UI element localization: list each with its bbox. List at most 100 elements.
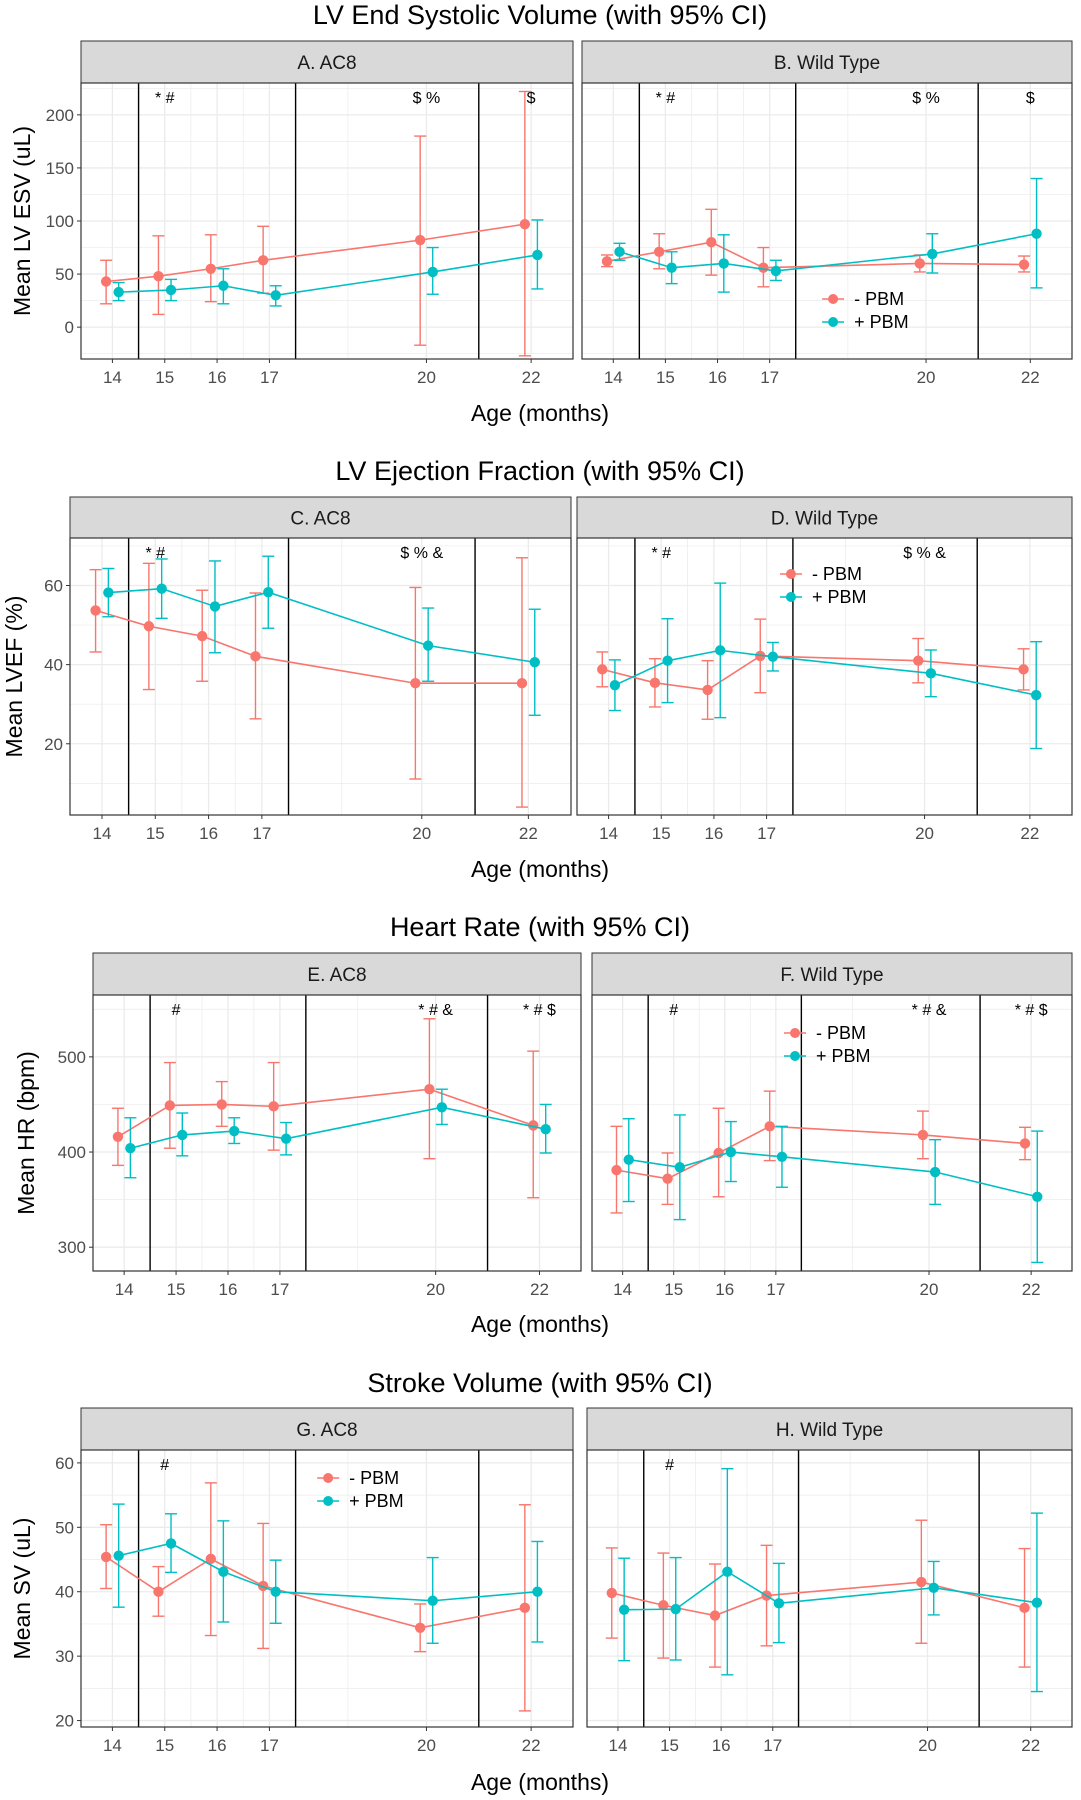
significance-annotation: #	[669, 1002, 678, 1019]
significance-annotation: $	[1026, 90, 1035, 107]
x-tick-label: 15	[660, 1736, 679, 1755]
y-tick-label: 50	[55, 265, 74, 284]
series-plus-pbm	[112, 1503, 544, 1644]
x-tick-label: 15	[155, 1736, 174, 1755]
x-tick-label: 16	[704, 824, 723, 843]
x-tick-label: 15	[155, 368, 174, 387]
y-axis-label: Mean LVEF (%)	[1, 596, 27, 758]
data-point	[1018, 259, 1030, 270]
x-tick-label: 15	[146, 824, 165, 843]
data-point	[718, 258, 729, 269]
data-point	[153, 271, 164, 282]
legend-key-point	[790, 1028, 800, 1038]
series-plus-pbm	[622, 1114, 1044, 1264]
series-minus-pbm	[610, 1090, 1032, 1214]
data-point	[706, 237, 717, 248]
series-line	[130, 1106, 546, 1150]
data-point	[1030, 689, 1042, 701]
data-point	[715, 645, 726, 656]
legend-label: + PBM	[349, 1491, 404, 1511]
x-tick-label: 20	[918, 1736, 937, 1755]
data-point	[709, 1610, 721, 1621]
plot-area	[93, 995, 581, 1271]
y-tick-label: 400	[58, 1143, 86, 1162]
series-plus-pbm	[112, 219, 544, 307]
data-point	[1031, 1597, 1043, 1608]
data-point	[519, 218, 531, 230]
series-minus-pbm	[89, 557, 528, 808]
series-line	[95, 609, 522, 685]
significance-annotation: * #	[145, 545, 165, 562]
series-line	[118, 1542, 538, 1602]
panel-strip	[591, 952, 1073, 996]
data-point	[90, 605, 101, 616]
x-tick-label: 14	[103, 368, 122, 387]
data-point	[100, 1551, 112, 1563]
data-point	[410, 678, 421, 689]
y-tick-label: 0	[65, 318, 74, 337]
significance-annotation: $ % &	[400, 545, 443, 562]
data-point	[925, 668, 937, 679]
x-tick-label: 15	[664, 1280, 683, 1299]
data-point	[927, 248, 938, 260]
data-point	[113, 286, 124, 298]
series-line	[106, 223, 525, 283]
legend-key-point	[785, 592, 796, 602]
y-tick-label: 20	[44, 735, 63, 754]
data-point	[257, 255, 269, 266]
chart-1: LV End Systolic Volume (with 95% CI) Mean…	[9, 0, 1073, 426]
series-line	[118, 254, 538, 297]
data-point	[250, 651, 261, 662]
series-minus-pbm	[596, 618, 1030, 720]
x-tick-label: 15	[652, 824, 671, 843]
series-plus-pbm	[102, 555, 541, 716]
series-line	[117, 1088, 534, 1138]
legend-key-point	[323, 1473, 334, 1483]
data-point	[516, 678, 528, 689]
data-point	[209, 601, 221, 612]
x-tick-label: 17	[757, 824, 776, 843]
x-tick-label: 16	[715, 1280, 734, 1299]
data-point	[670, 1603, 681, 1615]
data-point	[125, 1143, 136, 1154]
x-tick-label: 22	[522, 368, 541, 387]
chart-title: Heart Rate (with 95% CI)	[390, 912, 690, 942]
x-tick-label: 22	[530, 1280, 549, 1299]
x-tick-label: 20	[417, 368, 436, 387]
series-line	[624, 1570, 1038, 1611]
legend-label: - PBM	[816, 1023, 866, 1043]
significance-annotation: $	[527, 90, 536, 107]
significance-annotation: #	[665, 1457, 674, 1474]
x-tick-label: 17	[252, 824, 271, 843]
panel-3-2: F. Wild Type # * # & * # $ 14 15 16 17 20 22 - PBM…	[591, 952, 1073, 1299]
significance-annotation: * # $	[1015, 1002, 1048, 1019]
series-minus-pbm	[111, 1018, 540, 1199]
chart-title: LV Ejection Fraction (with 95% CI)	[335, 456, 744, 486]
x-axis-label: Age (months)	[471, 856, 609, 882]
legend-key-point	[828, 294, 839, 304]
data-point	[776, 1151, 788, 1162]
series-plus-pbm	[618, 1467, 1043, 1693]
data-point	[528, 1120, 539, 1131]
panel-strip	[80, 1407, 574, 1451]
legend-label: - PBM	[854, 289, 904, 309]
data-point	[424, 1084, 435, 1095]
data-point	[532, 249, 543, 261]
x-tick-label: 22	[1022, 1280, 1041, 1299]
panel-border	[92, 994, 582, 1272]
x-tick-label: 14	[93, 824, 112, 843]
plot-area	[70, 538, 571, 815]
y-tick-label: 150	[46, 159, 74, 178]
x-tick-label: 15	[167, 1280, 186, 1299]
data-point	[917, 1129, 929, 1141]
chart-2: LV Ejection Fraction (with 95% CI) Mean L…	[1, 456, 1073, 882]
data-point	[764, 1121, 775, 1132]
x-tick-label: 17	[763, 1736, 782, 1755]
data-point	[103, 587, 114, 598]
data-point	[427, 1595, 438, 1606]
panel-1-1: A. AC8 * # $ % $0 50 100 150 200 14 15 16 17 20 22	[46, 40, 574, 387]
data-point	[623, 1154, 634, 1165]
data-point	[913, 655, 924, 666]
significance-annotation: * #	[155, 90, 175, 107]
data-point	[597, 664, 608, 675]
